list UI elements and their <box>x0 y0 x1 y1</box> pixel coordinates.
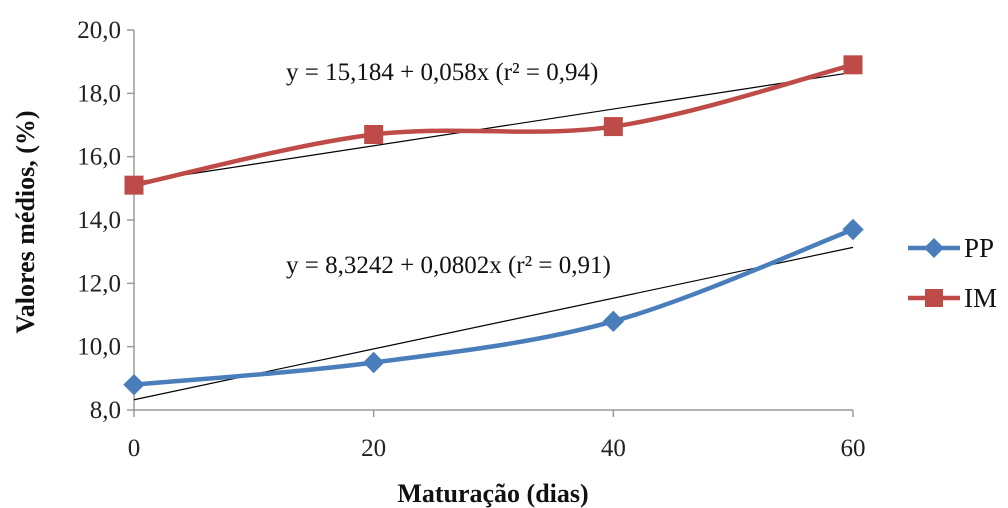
x-axis-ticks: 0 20 40 60 <box>128 410 866 462</box>
y-tick-label: 12,0 <box>77 270 121 297</box>
y-tick-label: 14,0 <box>77 207 121 234</box>
series-line-im <box>133 62 854 188</box>
x-axis-title: Maturação (dias) <box>397 479 588 508</box>
data-point-pp <box>123 373 145 396</box>
data-point-im <box>843 55 863 75</box>
legend-marker-im <box>925 289 943 307</box>
x-tick-label: 0 <box>128 435 141 462</box>
trendline-im <box>133 71 854 184</box>
y-axis-ticks: 8,0 10,0 12,0 14,0 16,0 18,0 20,0 <box>77 17 134 424</box>
legend-marker-pp <box>924 238 944 258</box>
equation-im: y = 15,184 + 0,058x (r² = 0,94) <box>286 59 598 86</box>
data-point-pp <box>602 310 625 333</box>
y-axis-title: Valores médios, (%) <box>11 110 40 333</box>
data-point-im <box>364 125 384 144</box>
series-group <box>123 55 864 396</box>
data-point-im <box>124 175 144 195</box>
series-line-pp <box>133 227 854 387</box>
y-tick-label: 20,0 <box>77 17 121 44</box>
y-tick-label: 16,0 <box>77 144 121 171</box>
data-point-pp <box>362 351 385 374</box>
y-tick-label: 18,0 <box>77 80 121 107</box>
trendlines <box>133 71 854 401</box>
x-tick-label: 40 <box>601 435 626 462</box>
y-tick-label: 8,0 <box>90 397 121 424</box>
y-tick-label: 10,0 <box>77 334 121 361</box>
data-point-im <box>603 117 623 137</box>
legend-label-im: IM <box>964 283 997 313</box>
x-tick-label: 20 <box>361 435 386 462</box>
equation-pp: y = 8,3242 + 0,0802x (r² = 0,91) <box>286 252 611 279</box>
legend: PP IM <box>908 233 997 313</box>
data-point-pp <box>842 218 864 241</box>
x-tick-label: 60 <box>841 435 866 462</box>
legend-label-pp: PP <box>964 233 994 263</box>
